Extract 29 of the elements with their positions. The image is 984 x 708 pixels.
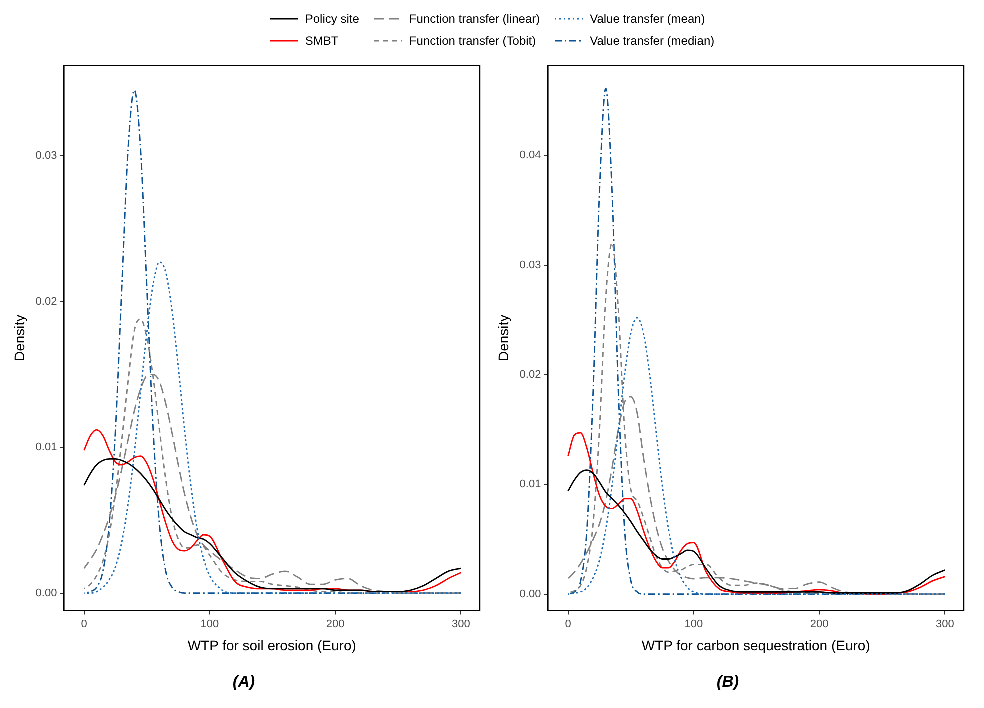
y-tick-label: 0.02 [520, 368, 542, 381]
y-tick-label: 0.00 [520, 588, 542, 600]
x-tick-label: 0 [81, 618, 88, 630]
y-axis-title: Density [495, 314, 512, 362]
x-axis-title: WTP for carbon sequestration (Euro) [642, 637, 870, 654]
y-tick-label: 0.03 [36, 150, 58, 162]
x-tick-label: 0 [565, 618, 572, 630]
y-tick-label: 0.00 [36, 587, 58, 600]
y-tick-label: 0.03 [520, 259, 542, 272]
y-tick-label: 0.04 [520, 150, 542, 162]
legend-label: Value transfer (median) [590, 34, 715, 48]
y-tick-label: 0.02 [36, 296, 58, 308]
text: (B) [716, 674, 740, 691]
x-tick-label: 200 [810, 618, 829, 630]
y-axis-title: Density [11, 314, 28, 362]
text: (A) [232, 674, 256, 691]
legend-label: Policy site [305, 12, 360, 26]
legend-label: SMBT [305, 34, 339, 48]
x-axis-title: WTP for soil erosion (Euro) [188, 637, 356, 654]
x-tick-label: 200 [326, 618, 345, 630]
x-tick-label: 100 [684, 618, 704, 630]
x-tick-label: 300 [452, 618, 470, 630]
legend-label: Value transfer (mean) [590, 12, 706, 26]
x-tick-label: 300 [936, 618, 954, 630]
y-tick-label: 0.01 [36, 442, 58, 454]
y-tick-label: 0.01 [520, 478, 542, 491]
legend-label: Function transfer (Tobit) [409, 34, 536, 48]
legend-label: Function transfer (linear) [409, 12, 540, 26]
x-tick-label: 100 [200, 618, 220, 630]
